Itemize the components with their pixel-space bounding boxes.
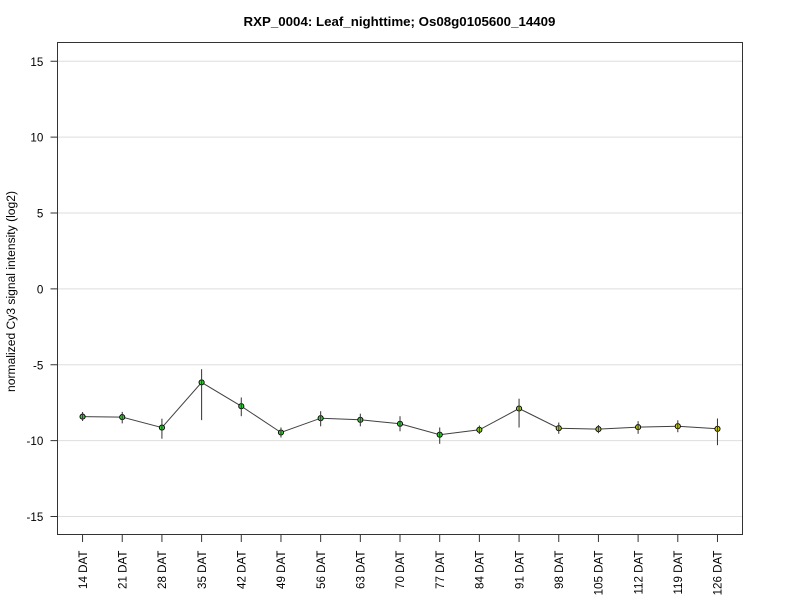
svg-text:63 DAT: 63 DAT [355, 551, 368, 589]
svg-text:119 DAT: 119 DAT [672, 551, 685, 595]
svg-text:112 DAT: 112 DAT [632, 551, 645, 595]
svg-text:15: 15 [30, 56, 43, 69]
svg-text:28 DAT: 28 DAT [156, 551, 169, 589]
svg-text:10: 10 [30, 132, 43, 145]
svg-text:5: 5 [37, 208, 43, 221]
svg-text:49 DAT: 49 DAT [275, 551, 288, 589]
svg-text:-5: -5 [33, 359, 43, 372]
svg-text:56 DAT: 56 DAT [315, 551, 328, 589]
svg-text:-10: -10 [27, 435, 44, 448]
svg-text:126 DAT: 126 DAT [712, 551, 725, 596]
svg-text:21 DAT: 21 DAT [116, 551, 129, 589]
svg-text:14 DAT: 14 DAT [77, 551, 90, 589]
svg-text:0: 0 [37, 283, 43, 296]
svg-text:98 DAT: 98 DAT [553, 551, 566, 589]
svg-text:84 DAT: 84 DAT [474, 551, 487, 589]
svg-text:42 DAT: 42 DAT [235, 551, 248, 589]
svg-text:105 DAT: 105 DAT [593, 551, 606, 596]
svg-text:77 DAT: 77 DAT [434, 551, 447, 589]
svg-text:RXP_0004: Leaf_nighttime; Os08: RXP_0004: Leaf_nighttime; Os08g0105600_1… [244, 14, 556, 29]
svg-text:35 DAT: 35 DAT [196, 551, 209, 589]
svg-text:-15: -15 [27, 511, 44, 524]
svg-text:normalized Cy3 signal intensit: normalized Cy3 signal intensity (log2) [4, 191, 18, 392]
svg-text:91 DAT: 91 DAT [513, 551, 526, 589]
svg-text:70 DAT: 70 DAT [394, 551, 407, 589]
